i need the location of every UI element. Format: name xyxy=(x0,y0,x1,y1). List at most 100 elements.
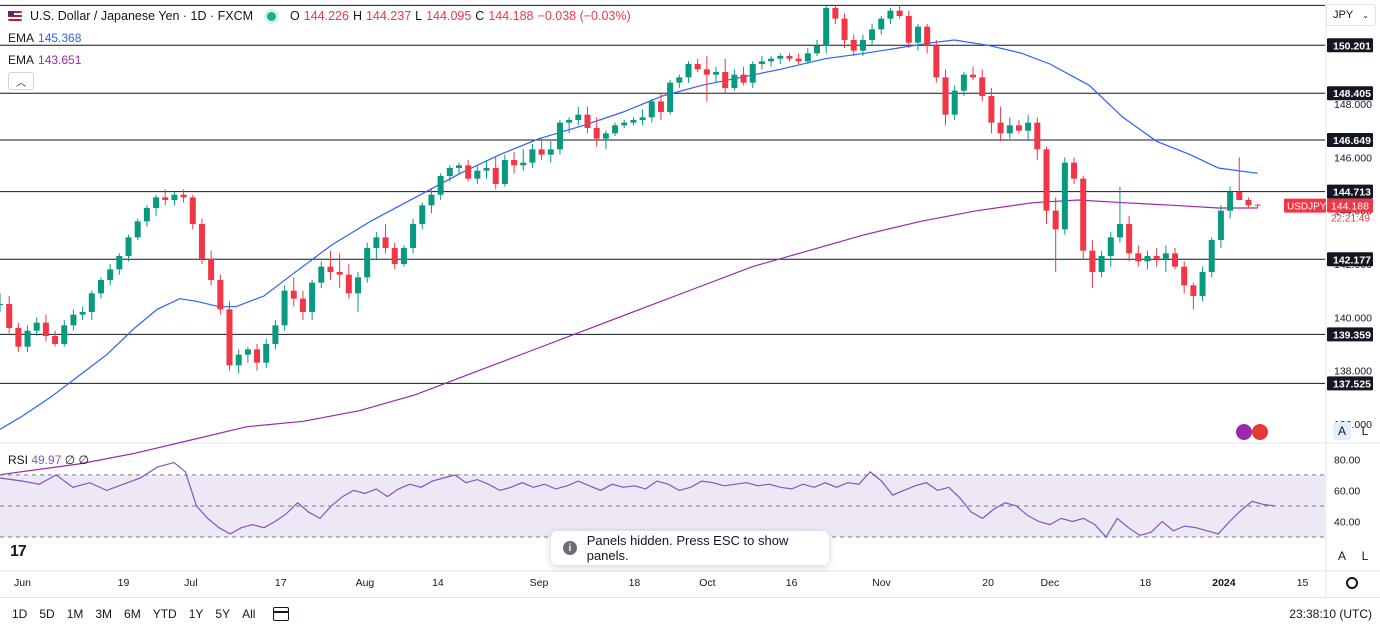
candle-body xyxy=(419,205,426,224)
candle-body xyxy=(1071,162,1078,179)
candle-body xyxy=(758,61,765,64)
candle-body xyxy=(400,248,407,264)
calendar-icon[interactable] xyxy=(273,607,290,621)
time-tick-label: Jun xyxy=(14,577,31,589)
range-all-button[interactable]: All xyxy=(242,607,256,621)
candle-body xyxy=(474,170,481,179)
candle-body xyxy=(1015,125,1022,131)
price-tick-label: 140.000 xyxy=(1334,312,1372,324)
high-value: 144.237 xyxy=(365,9,412,23)
ema-slow-legend[interactable]: EMA 143.651 xyxy=(8,53,81,67)
settings-gear-icon[interactable] xyxy=(1346,577,1358,589)
candle-body xyxy=(832,8,839,19)
candle-body xyxy=(382,237,389,248)
candle-body xyxy=(612,125,619,134)
range-5y-button[interactable]: 5Y xyxy=(215,607,231,621)
candle-body xyxy=(979,77,986,96)
candle-body xyxy=(511,160,518,166)
candle-body xyxy=(33,322,40,331)
rsi-tick-label: 60.00 xyxy=(1334,485,1360,497)
candle-body xyxy=(446,168,453,176)
candle-body xyxy=(1217,210,1224,240)
collapse-legend-button[interactable]: ︿ xyxy=(8,72,34,90)
candle-body xyxy=(171,194,178,200)
candle-body xyxy=(1162,253,1169,259)
price-chart[interactable]: 136.000138.000140.000142.000144.000146.0… xyxy=(0,0,1380,597)
range-1d-button[interactable]: 1D xyxy=(12,607,28,621)
candle-body xyxy=(1061,162,1068,230)
rsi-auto-scale-button[interactable]: A xyxy=(1337,549,1346,563)
candle-body xyxy=(1052,210,1059,230)
panels-hidden-toast: i Panels hidden. Press ESC to show panel… xyxy=(551,531,829,565)
candle-body xyxy=(134,221,141,238)
candle-body xyxy=(621,122,628,126)
candle-body xyxy=(1190,285,1197,296)
time-tick-label: 15 xyxy=(1297,577,1309,589)
candle-body xyxy=(492,168,499,184)
candle-body xyxy=(749,64,756,83)
candle-body xyxy=(153,197,160,208)
candle-body xyxy=(1227,192,1234,211)
candle-body xyxy=(1089,250,1096,272)
currency-select[interactable]: JPY ⌄ xyxy=(1326,4,1376,26)
candle-body xyxy=(42,322,49,336)
candle-body xyxy=(520,162,527,166)
candle-body xyxy=(327,266,334,272)
candle-body xyxy=(878,18,885,30)
time-tick-label: 14 xyxy=(432,577,444,589)
candle-body xyxy=(272,325,279,344)
price-tick-label: 138.000 xyxy=(1334,366,1372,378)
time-tick-label: 20 xyxy=(982,577,994,589)
candle-body xyxy=(198,224,205,259)
range-ytd-button[interactable]: YTD xyxy=(152,607,177,621)
auto-scale-button[interactable]: A xyxy=(1333,422,1351,440)
time-tick-label: 16 xyxy=(786,577,798,589)
price-tag-label: 144.188 xyxy=(1331,201,1369,213)
utc-clock[interactable]: 23:38:10 (UTC) xyxy=(1289,607,1372,621)
info-icon: i xyxy=(563,541,577,555)
candle-body xyxy=(914,26,921,43)
level-tag-label: 146.649 xyxy=(1333,135,1371,147)
time-tick-label: 18 xyxy=(629,577,641,589)
price-tick-label: 148.000 xyxy=(1334,99,1372,111)
symbol-tag-label: USDJPY xyxy=(1287,202,1327,213)
candle-body xyxy=(116,256,123,270)
candle-body xyxy=(1172,253,1179,267)
candle-body xyxy=(869,29,876,40)
tradingview-logo[interactable]: 17 xyxy=(10,543,27,560)
candle-body xyxy=(841,18,848,40)
range-3m-button[interactable]: 3M xyxy=(95,607,113,621)
candle-body xyxy=(180,194,187,198)
candle-body xyxy=(970,74,977,78)
level-tag-label: 142.177 xyxy=(1333,254,1371,266)
range-6m-button[interactable]: 6M xyxy=(124,607,141,621)
candle-body xyxy=(189,197,196,224)
candle-body xyxy=(143,208,150,222)
chevron-down-icon: ⌄ xyxy=(1362,10,1369,20)
ema-fast-legend[interactable]: EMA 145.368 xyxy=(8,31,81,45)
candle-body xyxy=(290,290,297,299)
candle-body xyxy=(1236,192,1243,200)
candle-body xyxy=(52,336,59,344)
candle-body xyxy=(1245,200,1252,206)
log-scale-button[interactable]: L xyxy=(1361,424,1369,438)
candle-body xyxy=(850,40,857,51)
level-tag-label: 148.405 xyxy=(1333,88,1371,100)
range-1y-button[interactable]: 1Y xyxy=(188,607,204,621)
rsi-log-scale-button[interactable]: L xyxy=(1361,549,1369,563)
market-status-icon xyxy=(267,11,277,21)
symbol-title[interactable]: U.S. Dollar / Japanese Yen · 1D · FXCM xyxy=(30,9,254,23)
ema-fast-label: EMA xyxy=(8,31,35,45)
candle-body xyxy=(1144,256,1151,262)
candle-body xyxy=(1043,149,1050,211)
candle-body xyxy=(538,149,545,155)
candle-body xyxy=(795,58,802,62)
candle-body xyxy=(942,77,949,115)
ema-slow-label: EMA xyxy=(8,53,35,67)
range-1m-button[interactable]: 1M xyxy=(66,607,84,621)
range-5d-button[interactable]: 5D xyxy=(39,607,55,621)
candle-body xyxy=(694,64,701,70)
candle-body xyxy=(685,64,692,78)
rsi-legend[interactable]: RSI 49.97 ∅ ∅ xyxy=(8,453,89,467)
time-tick-label: Sep xyxy=(530,577,549,589)
